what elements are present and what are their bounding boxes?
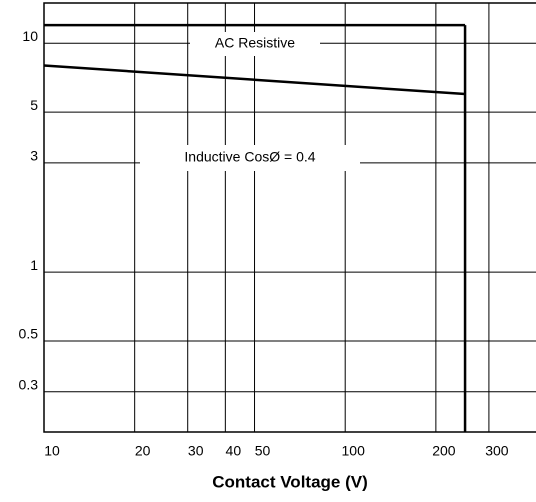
x-tick-label: 10	[44, 443, 60, 459]
series-line	[43, 64, 466, 96]
plot-frame	[43, 2, 536, 433]
y-tick-label: 1	[30, 257, 38, 273]
x-tick-label: 100	[342, 443, 366, 459]
x-tick-label: 300	[485, 443, 509, 459]
x-axis-title: Contact Voltage (V)	[212, 472, 368, 491]
x-tick-label: 40	[226, 443, 242, 459]
y-tick-label: 10	[22, 28, 38, 44]
series-label: AC Resistive	[215, 35, 295, 51]
y-tick-label: 3	[30, 148, 38, 164]
y-tick-label: 5	[30, 97, 38, 113]
label-bg	[140, 145, 360, 171]
x-tick-label: 20	[135, 443, 151, 459]
x-tick-label: 50	[255, 443, 271, 459]
y-tick-label: 0.3	[19, 376, 39, 392]
x-tick-label: 30	[188, 443, 204, 459]
label-bg	[190, 32, 320, 56]
series-label: Inductive CosØ = 0.4	[184, 149, 315, 165]
y-tick-label: 0.5	[19, 326, 39, 342]
x-tick-label: 200	[432, 443, 456, 459]
